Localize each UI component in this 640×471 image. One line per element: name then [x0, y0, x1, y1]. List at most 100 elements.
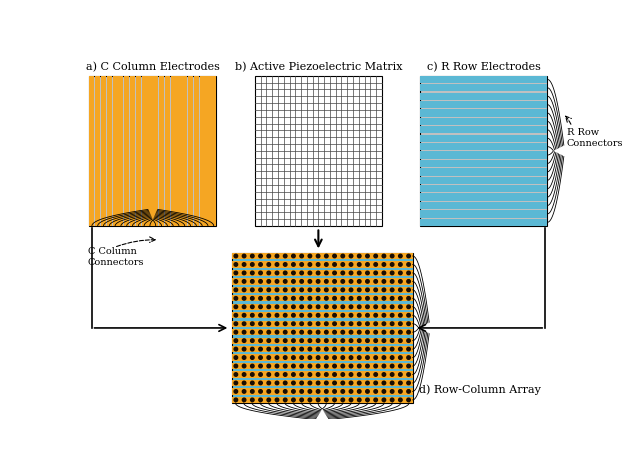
Circle shape — [407, 297, 410, 300]
Circle shape — [333, 381, 336, 385]
Circle shape — [324, 339, 328, 342]
Circle shape — [234, 390, 237, 393]
Circle shape — [300, 364, 303, 368]
Circle shape — [349, 339, 353, 342]
Bar — [170, 76, 176, 226]
Circle shape — [308, 297, 312, 300]
Circle shape — [407, 254, 410, 258]
Circle shape — [349, 288, 353, 292]
Bar — [420, 109, 547, 117]
Circle shape — [243, 364, 246, 368]
Circle shape — [316, 263, 320, 266]
Circle shape — [300, 339, 303, 342]
Circle shape — [300, 331, 303, 334]
Circle shape — [399, 254, 402, 258]
Circle shape — [284, 314, 287, 317]
Circle shape — [300, 381, 303, 385]
Circle shape — [308, 364, 312, 368]
Circle shape — [382, 314, 386, 317]
Circle shape — [267, 339, 271, 342]
Circle shape — [333, 280, 336, 283]
Circle shape — [292, 288, 295, 292]
Circle shape — [259, 280, 262, 283]
Circle shape — [234, 288, 237, 292]
Circle shape — [390, 373, 394, 376]
Circle shape — [349, 297, 353, 300]
Circle shape — [250, 322, 254, 325]
Circle shape — [374, 322, 378, 325]
Circle shape — [243, 305, 246, 309]
Circle shape — [234, 305, 237, 309]
Text: d) Row-Column Array: d) Row-Column Array — [419, 385, 541, 395]
Bar — [113, 76, 118, 226]
Circle shape — [308, 314, 312, 317]
Bar — [420, 185, 547, 192]
Circle shape — [284, 390, 287, 393]
Circle shape — [324, 356, 328, 359]
Circle shape — [267, 331, 271, 334]
Circle shape — [358, 305, 361, 309]
Circle shape — [284, 356, 287, 359]
Text: R Row
Connectors: R Row Connectors — [566, 128, 623, 148]
Circle shape — [243, 339, 246, 342]
Circle shape — [308, 381, 312, 385]
Circle shape — [275, 288, 279, 292]
Circle shape — [267, 364, 271, 368]
Bar — [211, 76, 216, 226]
Circle shape — [316, 314, 320, 317]
Circle shape — [349, 373, 353, 376]
Circle shape — [308, 331, 312, 334]
Circle shape — [308, 398, 312, 402]
Bar — [232, 338, 413, 344]
Circle shape — [243, 381, 246, 385]
Bar — [420, 202, 547, 209]
Circle shape — [349, 263, 353, 266]
Bar — [232, 346, 413, 352]
Circle shape — [308, 322, 312, 325]
Circle shape — [234, 364, 237, 368]
Circle shape — [267, 271, 271, 275]
Bar — [420, 210, 547, 218]
Circle shape — [275, 263, 279, 266]
Circle shape — [234, 263, 237, 266]
Circle shape — [250, 331, 254, 334]
Circle shape — [333, 339, 336, 342]
Circle shape — [259, 263, 262, 266]
Circle shape — [300, 314, 303, 317]
Circle shape — [316, 331, 320, 334]
Circle shape — [308, 305, 312, 309]
Circle shape — [234, 356, 237, 359]
Bar — [420, 118, 547, 125]
Circle shape — [284, 322, 287, 325]
Circle shape — [250, 288, 254, 292]
Circle shape — [407, 322, 410, 325]
Circle shape — [374, 339, 378, 342]
Circle shape — [284, 305, 287, 309]
Circle shape — [267, 356, 271, 359]
Circle shape — [284, 339, 287, 342]
Circle shape — [390, 390, 394, 393]
Circle shape — [267, 263, 271, 266]
Circle shape — [358, 356, 361, 359]
Bar — [232, 363, 413, 369]
Circle shape — [382, 364, 386, 368]
Circle shape — [292, 305, 295, 309]
Circle shape — [333, 347, 336, 351]
Circle shape — [349, 322, 353, 325]
Circle shape — [316, 381, 320, 385]
Bar — [232, 287, 413, 293]
Circle shape — [275, 280, 279, 283]
Circle shape — [259, 381, 262, 385]
Circle shape — [341, 364, 344, 368]
Circle shape — [341, 288, 344, 292]
Circle shape — [292, 347, 295, 351]
Circle shape — [341, 280, 344, 283]
Circle shape — [259, 364, 262, 368]
Circle shape — [324, 271, 328, 275]
Circle shape — [333, 254, 336, 258]
Bar — [420, 135, 547, 142]
Circle shape — [349, 331, 353, 334]
Circle shape — [365, 305, 369, 309]
Circle shape — [234, 271, 237, 275]
Circle shape — [407, 288, 410, 292]
